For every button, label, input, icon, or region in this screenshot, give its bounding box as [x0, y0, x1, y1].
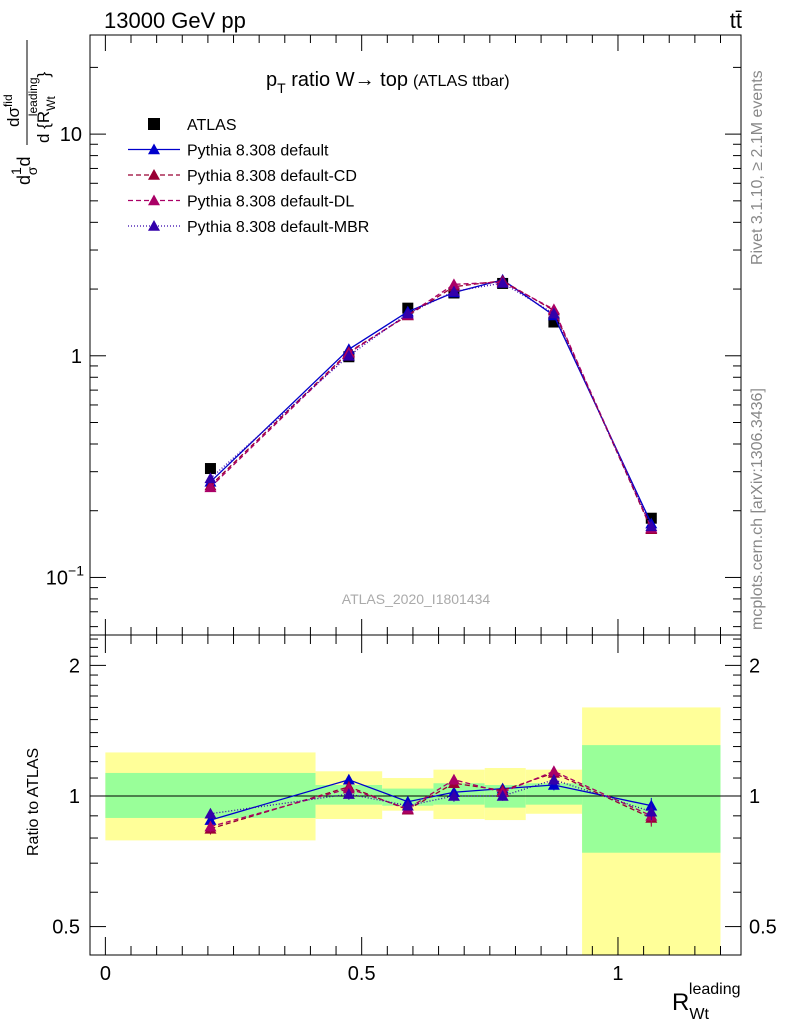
data-point: [548, 316, 560, 328]
ratio-uncertainty-bands: [105, 707, 721, 955]
legend-item: ATLAS: [148, 117, 237, 134]
energy-label: 13000 GeV pp: [104, 8, 246, 33]
series-cd: [204, 274, 658, 535]
ratio-ytick-label: 0.5: [52, 917, 80, 939]
legend-label: Pythia 8.308 default-DL: [187, 194, 354, 211]
main-ytick-label: 10−1: [46, 562, 84, 589]
ratio-ylabel: Ratio to ATLAS: [25, 748, 42, 856]
main-ylabel: d1σd dσfid d {RWtleading}: [1, 40, 58, 185]
series-marker: [342, 349, 355, 361]
ratio-marker: [204, 820, 217, 832]
ratio-ytick-label: 2: [69, 655, 80, 677]
ratio-marker: [645, 805, 658, 817]
legend-label: ATLAS: [187, 117, 237, 134]
svg-text:d {RWtleading}: d {RWtleading}: [26, 71, 58, 143]
mcplots-label: mcplots.cern.ch [arXiv:1306.3436]: [749, 388, 766, 630]
legend-label: Pythia 8.308 default-MBR: [187, 219, 369, 236]
analysis-watermark: ATLAS_2020_I1801434: [342, 591, 491, 607]
series-marker: [401, 307, 414, 319]
x-tick-label: 0.5: [348, 963, 376, 985]
series-marker: [547, 307, 560, 319]
chart-title: pT ratio W→ top (ATLAS ttbar): [266, 69, 510, 96]
legend-item: Pythia 8.308 default-DL: [128, 194, 354, 211]
ratio-series-mbr: [204, 773, 658, 821]
svg-text:dσfid: dσfid: [1, 94, 23, 127]
svg-text:d1σd: d1σd: [8, 157, 40, 185]
ratio-marker: [547, 765, 560, 777]
ratio-frame: [89, 634, 742, 956]
legend-label: Pythia 8.308 default: [187, 143, 329, 160]
legend-marker: [148, 118, 160, 130]
series-marker: [204, 481, 217, 493]
ratio-panel: 0.5 0.51 12 2 Ratio to ATLAS 0 0.5 1 RWtleadi…: [25, 634, 777, 1023]
legend-item: Pythia 8.308 default: [128, 143, 329, 160]
ratio-ytick-label-right: 0.5: [749, 917, 777, 939]
ratio-marker: [447, 789, 460, 801]
ratio-ytick-label-right: 1: [749, 786, 760, 808]
ratio-marker: [401, 799, 414, 811]
ratio-ytick-label: 1: [69, 786, 80, 808]
legend-marker: [148, 220, 160, 231]
ratio-marker: [204, 814, 217, 825]
rivet-label: Rivet 3.1.10, ≥ 2.1M events: [749, 70, 766, 265]
series-line: [210, 282, 652, 527]
ratio-marker: [342, 773, 355, 785]
legend-item: Pythia 8.308 default-CD: [128, 168, 357, 185]
legend-label: Pythia 8.308 default-CD: [187, 168, 357, 185]
series-marker: [496, 276, 509, 288]
series-line: [210, 280, 652, 530]
series-default: [204, 273, 658, 529]
main-ytick-label: 10: [60, 124, 82, 146]
series-marker: [645, 520, 658, 532]
x-tick-label: 0: [100, 963, 111, 985]
series-line: [210, 279, 652, 524]
ratio-marker: [342, 782, 355, 794]
ratio-ytick-label-right: 2: [749, 655, 760, 677]
band-inner: [433, 783, 485, 805]
series-dl: [204, 276, 658, 533]
series-marker: [447, 278, 460, 290]
ratio-marker: [496, 789, 509, 801]
legend: ATLAS Pythia 8.308 default Pythia 8.308 de…: [128, 117, 369, 236]
series-line: [210, 281, 652, 529]
x-axis-label: RWtleading: [672, 981, 741, 1023]
legend-item: Pythia 8.308 default-MBR: [128, 219, 369, 236]
ratio-marker: [204, 807, 217, 819]
ratio-marker: [547, 773, 560, 785]
ratio-axis-ticks: 0.5 0.5 1 1 2 2: [52, 635, 777, 955]
ratio-marker: [342, 788, 355, 799]
legend-marker: [148, 143, 160, 155]
ratio-series-layer: [204, 765, 658, 835]
series-mbr: [204, 276, 658, 532]
ratio-marker: [447, 773, 460, 785]
x-tick-labels: 0 0.5 1: [100, 963, 624, 985]
series-marker: [204, 472, 217, 484]
main-series-layer: [204, 273, 658, 535]
main-axis-ticks: 10−1 1 10: [46, 35, 741, 635]
x-tick-label: 1: [612, 963, 623, 985]
main-panel: 10−1 1 10 pT ratio W→ top (ATLAS ttbar) ATL…: [1, 34, 742, 636]
data-point: [204, 463, 216, 475]
legend-marker: [148, 194, 160, 206]
series-data: [204, 277, 657, 524]
main-ytick-label: 1: [71, 346, 82, 368]
process-label: tt̄: [730, 8, 742, 33]
series-marker: [447, 285, 460, 297]
legend-marker: [148, 169, 160, 180]
